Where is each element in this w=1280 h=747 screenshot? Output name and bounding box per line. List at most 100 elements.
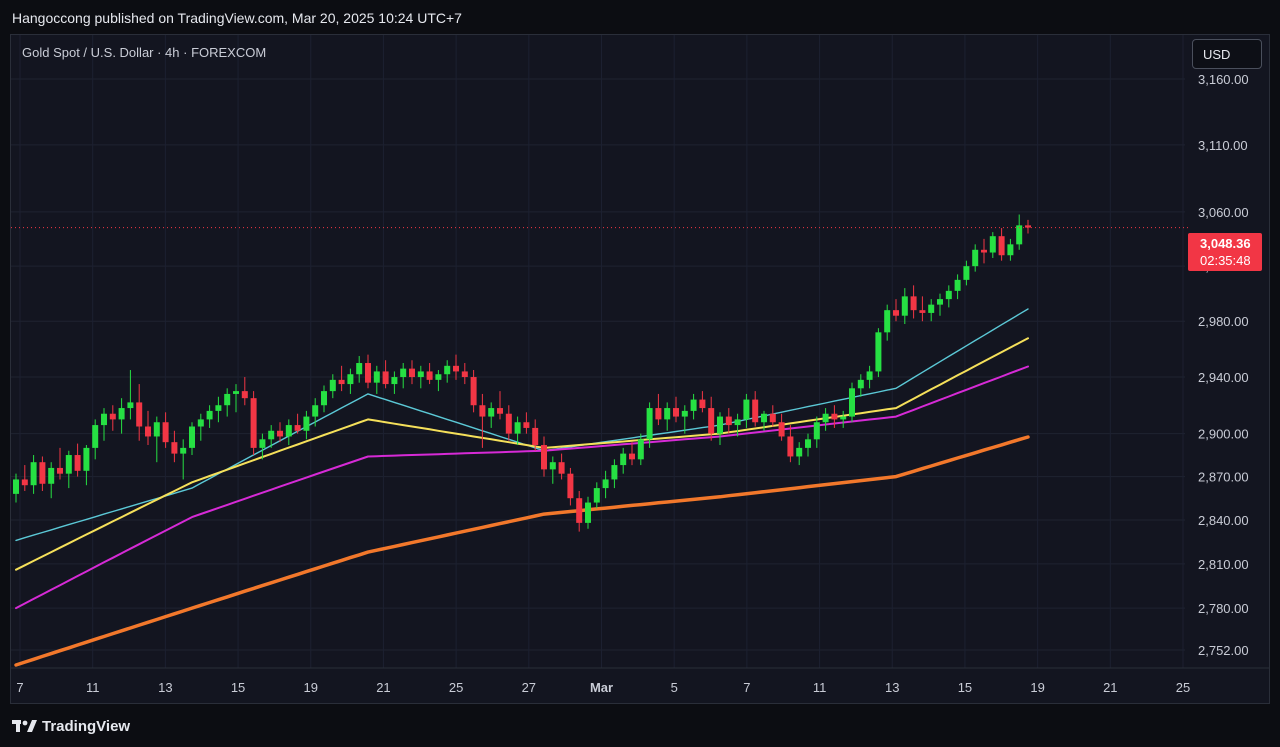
y-tick-label: 2,940.00 (1198, 370, 1249, 385)
ema-line-4 (14, 435, 1030, 667)
candle-up (417, 371, 424, 378)
candle-down (241, 391, 248, 399)
candle-up (83, 447, 90, 471)
candle-up (321, 391, 327, 406)
x-tick-label: 7 (16, 680, 23, 695)
candle-down (277, 430, 283, 437)
candle-down (162, 422, 169, 443)
candle-up (373, 371, 380, 383)
candle-up (329, 379, 336, 392)
candle-up (233, 391, 239, 394)
candle-up (30, 462, 37, 486)
candle-up (1016, 225, 1023, 245)
x-tick-label: 19 (1030, 680, 1044, 695)
x-tick-label: 13 (158, 680, 172, 695)
candle-up (593, 488, 600, 503)
candle-down (338, 379, 345, 385)
candle-up (206, 410, 213, 420)
candle-up (761, 413, 767, 423)
candle-down (752, 399, 759, 423)
candle-up (127, 402, 134, 409)
candle-down (919, 310, 926, 313)
candle-down (725, 416, 732, 426)
candle-down (136, 402, 143, 427)
candle-down (426, 371, 433, 380)
candle-down (998, 236, 1005, 256)
y-tick-label: 2,752.00 (1198, 643, 1249, 658)
x-tick-label: 25 (1176, 680, 1190, 695)
candle-up (937, 299, 943, 305)
candle-up (734, 419, 741, 426)
candle-up (488, 408, 495, 417)
candle-up (400, 368, 407, 378)
brand-name: TradingView (42, 717, 131, 735)
candle-up (989, 236, 996, 253)
candle-up (101, 413, 107, 426)
candle-down (787, 436, 794, 457)
candle-up (901, 296, 908, 316)
candle-up (435, 374, 442, 380)
candle-down (769, 413, 776, 423)
candle-down (708, 408, 715, 434)
candle-down (673, 408, 679, 417)
candle-down (453, 365, 459, 372)
candle-down (74, 455, 81, 471)
y-tick-label: 2,980.00 (1198, 314, 1249, 329)
candle-down (109, 413, 116, 420)
candle-up (963, 266, 970, 280)
x-tick-label: 5 (671, 680, 678, 695)
x-tick-label: 21 (1103, 680, 1117, 695)
candle-down (981, 249, 987, 253)
candle-down (57, 467, 63, 474)
candle-up (549, 462, 556, 470)
footer (0, 704, 1280, 747)
y-tick-label: 2,900.00 (1198, 427, 1249, 442)
candle-up (224, 393, 231, 406)
x-tick-label: 13 (885, 680, 899, 695)
x-tick-label: 19 (304, 680, 318, 695)
candle-up (690, 399, 697, 411)
candle-up (118, 408, 125, 420)
candle-down (532, 427, 539, 446)
x-tick-label: 25 (449, 680, 463, 695)
candle-up (743, 399, 750, 420)
candle-up (928, 304, 935, 313)
candle-up (259, 439, 266, 448)
candle-up (285, 425, 292, 437)
candle-down (831, 413, 838, 420)
candle-down (699, 399, 706, 409)
chart-frame[interactable] (10, 34, 1270, 704)
candle-down (1025, 225, 1031, 228)
candle-down (558, 462, 565, 474)
ema-line-2 (15, 337, 1029, 571)
candle-up (1007, 244, 1014, 256)
candle-up (13, 479, 19, 494)
currency-button[interactable]: USD (1192, 39, 1262, 69)
candle-down (567, 473, 574, 499)
candle-down (145, 426, 151, 437)
candle-down (541, 445, 547, 470)
tradingview-logo[interactable]: TradingView (12, 715, 130, 737)
y-tick-label: 2,810.00 (1198, 557, 1249, 572)
y-tick-label: 3,060.00 (1198, 205, 1249, 220)
candle-down (576, 498, 583, 523)
candle-up (611, 465, 618, 480)
candle-up (215, 405, 222, 411)
candle-up (391, 377, 398, 385)
candle-down (778, 422, 785, 437)
candle-up (303, 416, 310, 431)
candle-down (497, 408, 503, 414)
candle-up (197, 419, 204, 427)
candle-up (664, 408, 671, 420)
candle-down (365, 363, 371, 383)
candle-up (866, 371, 873, 380)
candle-down (250, 398, 257, 448)
x-tick-label: 27 (522, 680, 536, 695)
candle-up (717, 416, 723, 434)
x-tick-label: Mar (590, 680, 613, 695)
tradingview-logo-icon (12, 720, 37, 732)
candle-up (972, 249, 979, 267)
last-price-value: 3,048.36 (1200, 236, 1251, 251)
candle-up (875, 332, 882, 372)
